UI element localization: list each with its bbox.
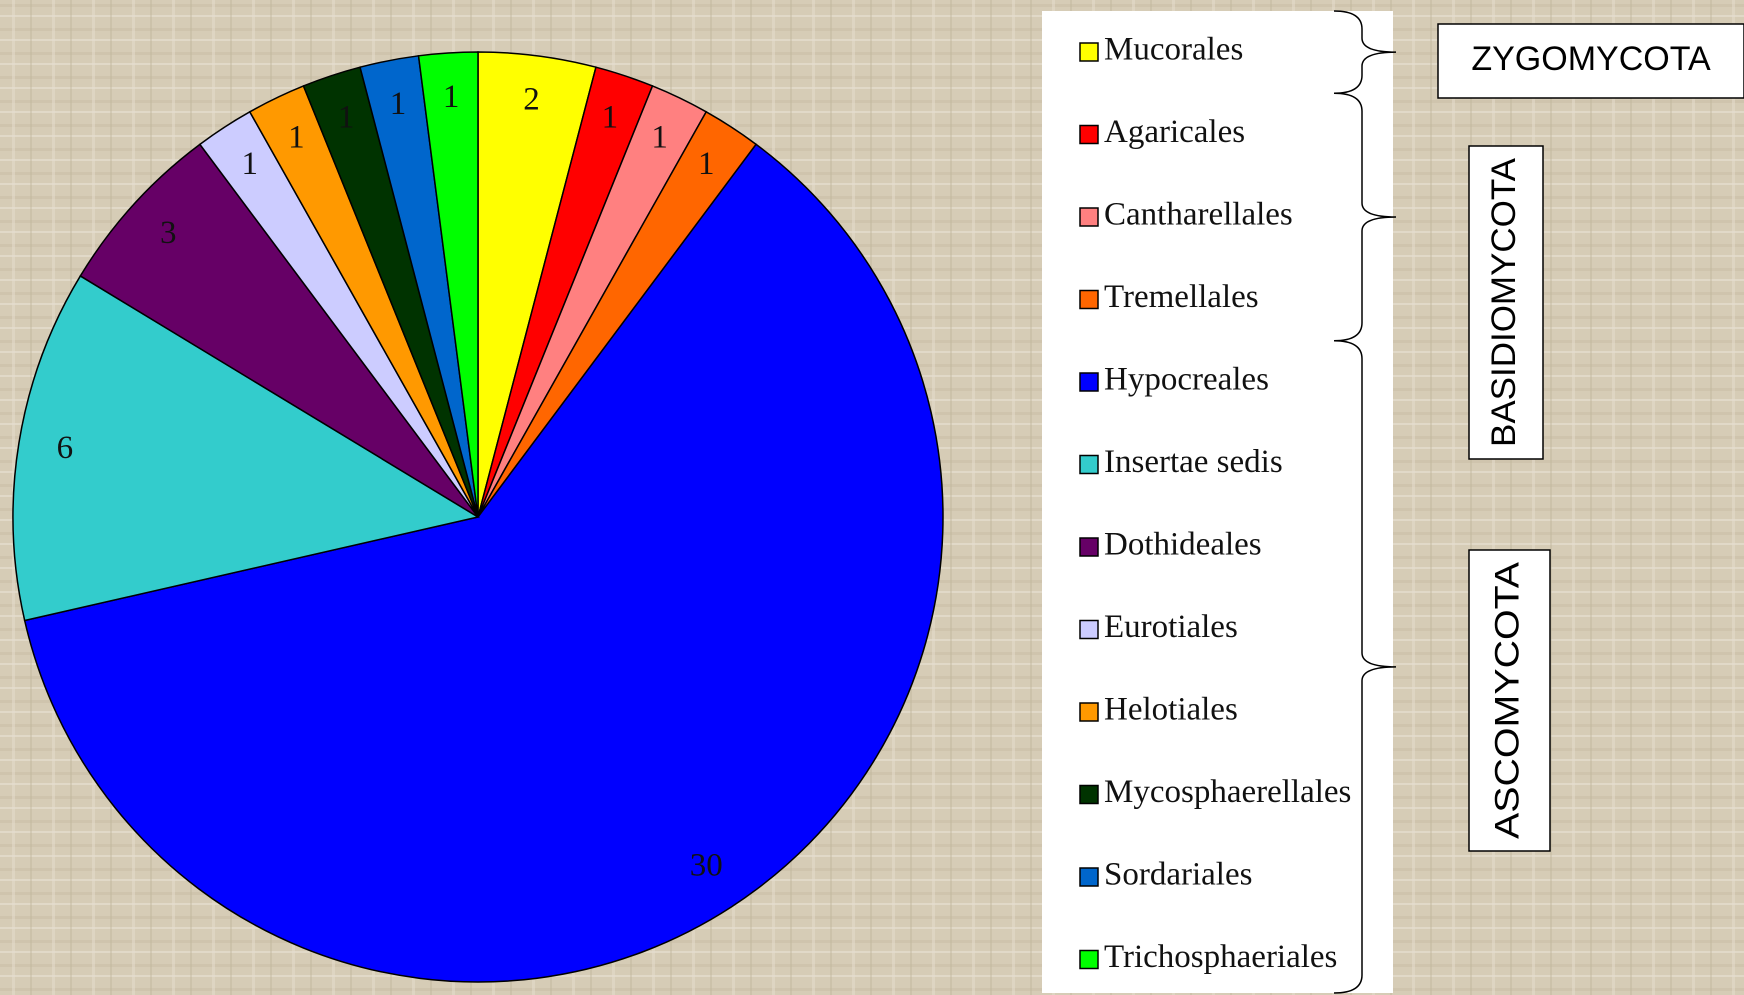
legend-swatch [1079,867,1099,887]
legend-swatch [1079,207,1099,227]
data-label: 1 [443,79,460,115]
data-label: 6 [57,430,74,466]
legend-label: Trichosphaeriales [1104,939,1337,975]
legend-label: Hypocreales [1104,362,1269,398]
pie-slice [79,143,479,518]
group-label: ZYGOMYCOTA [1471,40,1711,78]
group-box [1468,549,1551,852]
legend-label: Agaricales [1104,114,1245,150]
data-label: 1 [698,146,715,182]
group-box [1468,145,1544,460]
group-box [1437,23,1744,99]
legend-label: Mucorales [1104,32,1243,68]
legend-label: Cantharellales [1104,197,1293,233]
legend-swatch [1079,949,1099,970]
group-brace [1333,10,1397,94]
legend-swatch [1079,702,1099,722]
legend-swatch [1079,619,1099,640]
legend-label: Mycosphaerellales [1104,774,1351,810]
group-label: ASCOMYCOTA [1488,562,1526,839]
data-label: 3 [160,215,177,251]
group-brace [1333,340,1397,994]
group-brace [1333,92,1397,342]
legend-box [1042,11,1393,993]
data-label: 1 [390,86,407,122]
data-label: 1 [338,99,355,135]
group-label: BASIDIOMYCOTA [1485,158,1523,447]
legend-swatch [1079,42,1099,62]
pie-slice [12,274,480,622]
legend-label: Helotiales [1104,692,1238,728]
legend-label: Insertae sedis [1104,444,1283,480]
legend-swatch [1079,372,1099,392]
pie-slice [23,143,944,983]
data-label: 2 [523,82,540,118]
legend-swatch [1079,124,1099,145]
legend-label: Tremellales [1104,279,1259,315]
data-label: 30 [690,847,723,883]
data-label: 1 [288,120,305,156]
legend-label: Sordariales [1104,857,1252,893]
legend-swatch [1079,784,1099,805]
legend-swatch [1079,454,1099,475]
legend-swatch [1079,537,1099,557]
data-label: 1 [651,120,668,156]
pie-slice [417,51,479,518]
legend-swatch [1079,289,1099,310]
legend-label: Eurotiales [1104,609,1238,645]
data-label: 1 [241,146,258,182]
data-label: 1 [602,99,619,135]
legend-label: Dothideales [1104,527,1262,563]
